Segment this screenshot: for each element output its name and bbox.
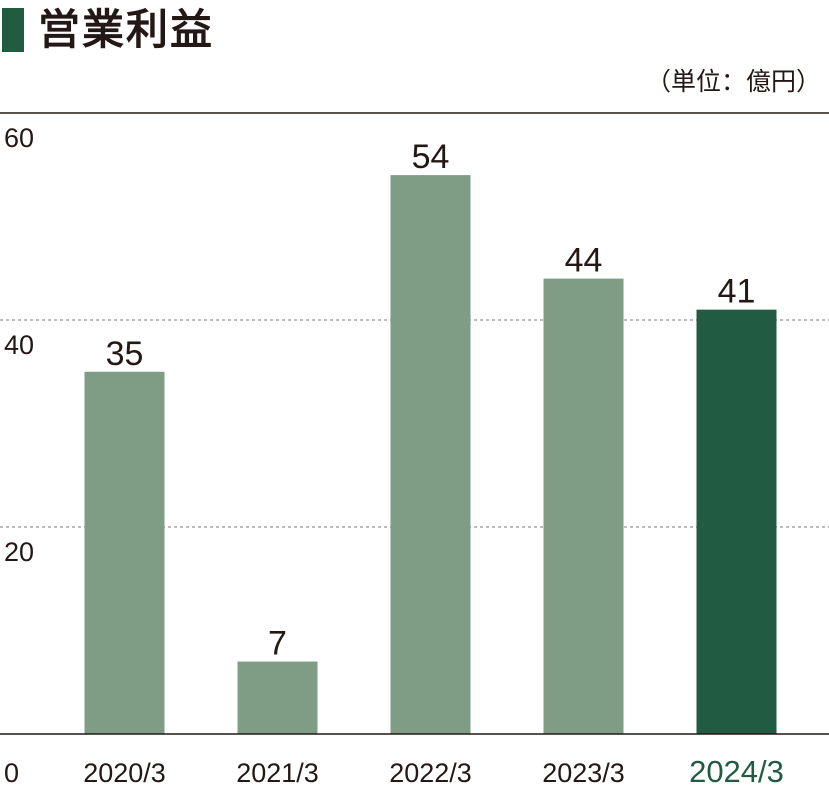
x-tick-label: 2023/3 [542,758,625,788]
data-label: 44 [565,242,603,280]
unit-label: （単位：億円） [645,67,821,96]
bar [84,371,165,734]
y-tick-label: 0 [4,758,19,788]
data-label: 35 [106,335,144,373]
chart-title: 営業利益 [38,5,215,54]
y-tick-label: 60 [4,123,34,153]
x-tick-label: 2020/3 [83,758,166,788]
y-tick-label: 20 [4,537,34,567]
bar [696,309,777,734]
data-label: 7 [268,625,287,663]
title-marker [2,8,24,52]
bar [390,175,471,735]
y-tick-label: 40 [4,330,34,360]
x-tick-label: 2021/3 [236,758,319,788]
chart-title-block: 営業利益 [0,0,214,60]
bar [237,661,318,734]
data-label: 54 [412,138,450,176]
data-label: 41 [718,273,756,311]
x-tick-label: 2024/3 [689,754,784,789]
bar [543,278,624,734]
x-tick-label: 2022/3 [389,758,472,788]
